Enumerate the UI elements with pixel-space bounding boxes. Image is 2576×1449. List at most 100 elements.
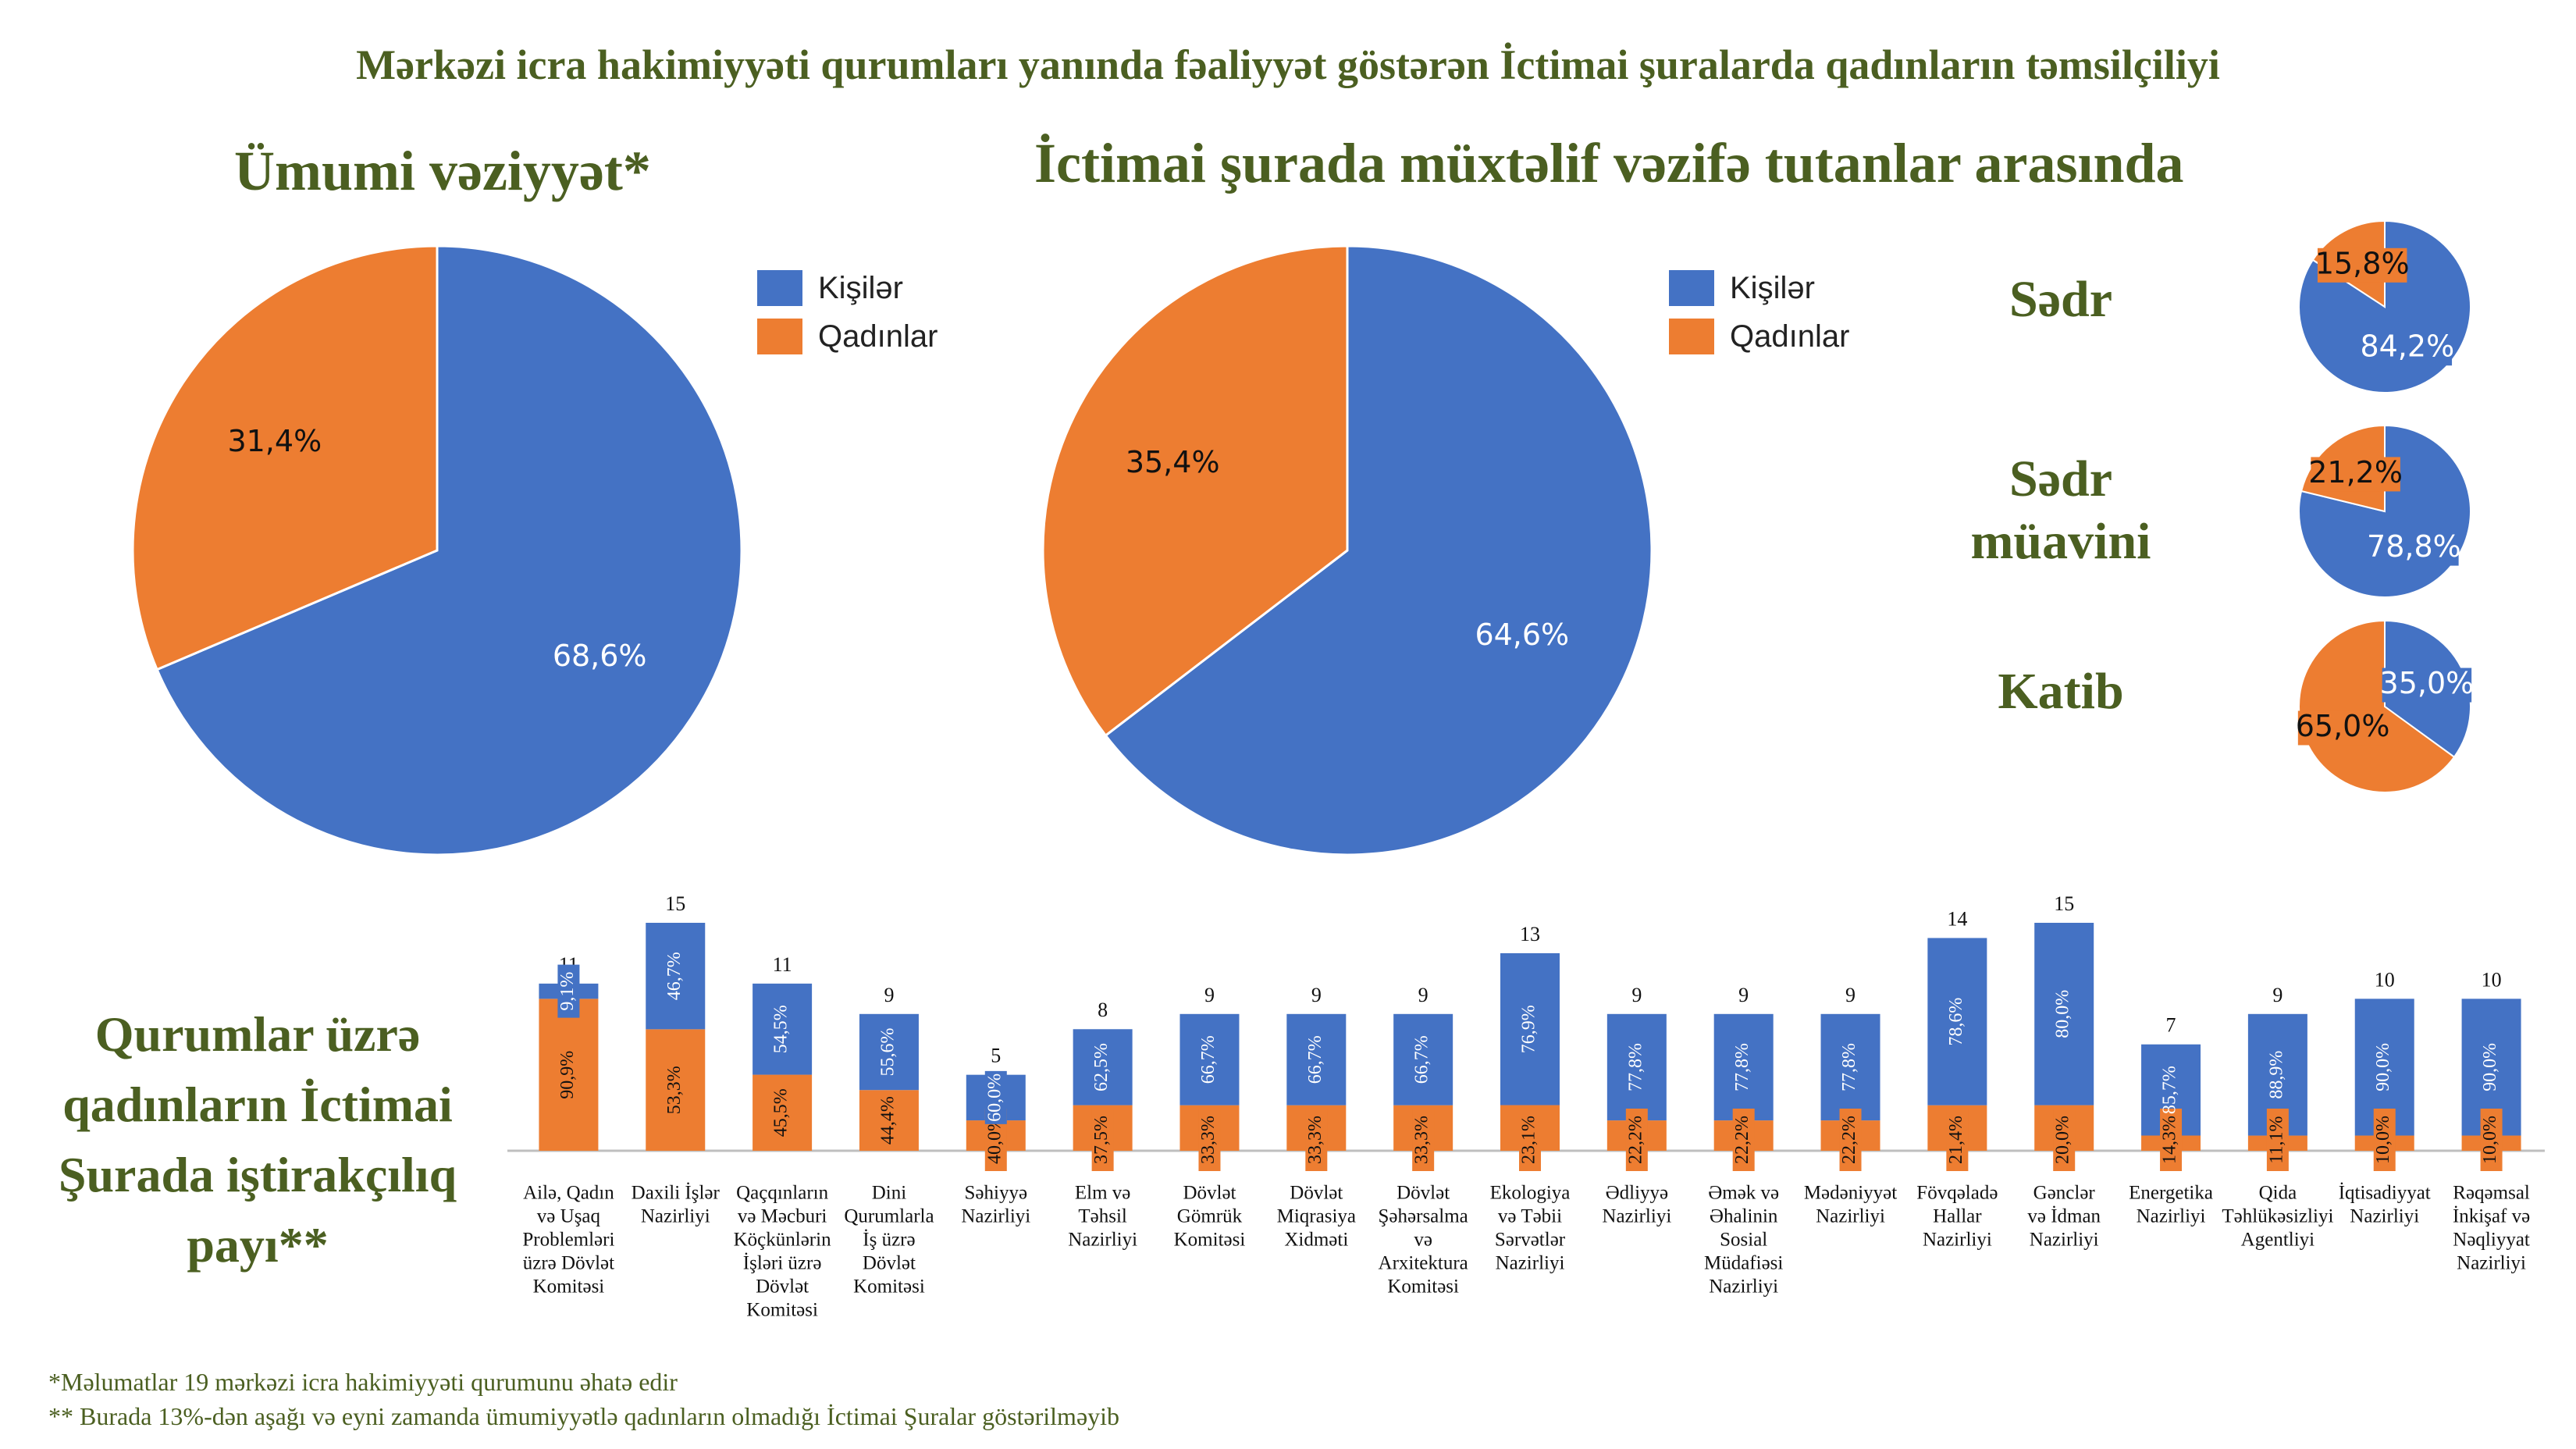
pie-sedr-muavini: 78,8% 21,2% xyxy=(2298,424,2471,598)
bar-women-label-box xyxy=(1412,1109,1435,1171)
role-label-katib: Katib xyxy=(1998,663,2124,720)
bar-men xyxy=(1927,938,1987,1105)
pie-sedr: 84,2% 15,8% xyxy=(2298,219,2471,393)
category-label-line: Səhiyyə xyxy=(965,1183,1028,1204)
positions-heading: İctimai şurada müxtəlif vəzifə tutanlar … xyxy=(1034,132,2184,194)
category-label-line: Gənclər xyxy=(2033,1183,2096,1204)
category-label-line: Rəqəmsal xyxy=(2453,1183,2530,1204)
bar-women xyxy=(539,999,599,1151)
bar-women-label: 33,3% xyxy=(1305,1116,1325,1164)
category-label-line: Mədəniyyət xyxy=(1804,1183,1897,1204)
category-label-line: Komitəsi xyxy=(746,1300,818,1321)
bar-men-label: 88,9% xyxy=(2266,1051,2286,1099)
bar-men-label: 85,7% xyxy=(2160,1066,2180,1114)
bar-total-label: 7 xyxy=(2166,1014,2176,1037)
bar-men xyxy=(1393,1013,1453,1105)
bar-men xyxy=(2034,923,2094,1105)
bar-total-label: 9 xyxy=(1418,984,1429,1006)
bar-total-label: 9 xyxy=(1204,984,1215,1006)
pie-label-box xyxy=(2297,710,2388,746)
category-label-line: Elm və xyxy=(1075,1183,1131,1204)
bar-men xyxy=(1713,1013,1774,1121)
category-label-line: Nazirliyi xyxy=(2350,1206,2419,1227)
bar-total-label: 9 xyxy=(1845,984,1856,1006)
bar-men xyxy=(753,983,813,1075)
category-label-line: Nazirliyi xyxy=(1602,1206,1671,1227)
footnote-1: *Məlumatlar 19 mərkəzi icra hakimiyyəti … xyxy=(48,1368,678,1396)
bar-total-label: 13 xyxy=(1520,923,1540,945)
bar-men-label: 77,8% xyxy=(1839,1043,1859,1091)
category-label-line: Sərvətlər xyxy=(1495,1230,1566,1251)
category-label-line: Sosial xyxy=(1720,1230,1767,1251)
bar-men-label: 76,9% xyxy=(1519,1005,1539,1053)
pie-label-women: 35,4% xyxy=(1126,445,1220,479)
legend-label-men: Kişilər xyxy=(818,270,903,305)
role-label-sedr: Sədr xyxy=(2009,271,2112,328)
category-label-line: Nazirliyi xyxy=(2030,1230,2099,1251)
women-swatch-icon xyxy=(757,319,802,354)
bar-men xyxy=(859,1013,919,1091)
bar-women-label: 44,4% xyxy=(877,1096,898,1145)
pie-label-women: 21,2% xyxy=(2308,455,2403,490)
legend-label-women: Qadınlar xyxy=(1730,319,1850,354)
bar-men xyxy=(1820,1013,1880,1121)
men-swatch-icon xyxy=(1669,270,1714,306)
bar-total-label: 9 xyxy=(1631,984,1642,1006)
category-label-line: Qida xyxy=(2259,1183,2297,1204)
bar-women-label: 22,2% xyxy=(1625,1116,1646,1164)
category-label-line: Komitəsi xyxy=(1174,1230,1246,1251)
pie-label-men: 64,6% xyxy=(1475,618,1569,652)
pie-label-box xyxy=(2311,457,2400,492)
legend-item-women: Qadınlar xyxy=(757,312,938,361)
bar-men-label: 78,6% xyxy=(1946,998,1966,1046)
legend-label-women: Qadınlar xyxy=(818,319,938,354)
category-label-line: Problemləri xyxy=(522,1230,614,1251)
category-label-line: Dövlət xyxy=(1183,1183,1236,1204)
category-label-line: Qaçqınların xyxy=(736,1183,829,1204)
bar-women-label-box xyxy=(2266,1109,2289,1171)
page-title: Mərkəzi icra hakimiyyəti qurumları yanın… xyxy=(356,41,2220,88)
category-label-line: Nazirliyi xyxy=(1496,1253,1565,1274)
bar-men-label-box xyxy=(984,1070,1007,1124)
bar-women-label: 22,2% xyxy=(1732,1116,1752,1164)
bar-men-label: 9,1% xyxy=(557,972,578,1011)
pie-slice-women xyxy=(131,244,439,671)
bar-men-label-box xyxy=(557,964,580,1018)
bar-total-label: 9 xyxy=(1738,984,1749,1006)
pie-katib: 35,0% 65,0% xyxy=(2296,619,2475,793)
category-label-line: və Məcburi xyxy=(738,1206,827,1227)
pie-label-men: 35,0% xyxy=(2380,666,2475,700)
category-label-line: Energetika xyxy=(2129,1183,2213,1204)
bar-men-label: 62,5% xyxy=(1091,1043,1112,1091)
bar-men-label: 90,0% xyxy=(2480,1043,2500,1091)
pie-label-men: 84,2% xyxy=(2360,329,2454,364)
pie-slice-women xyxy=(2297,619,2456,793)
overall-legend: Kişilər Qadınlar xyxy=(757,264,938,361)
category-label-line: Daxili İşlər xyxy=(632,1183,720,1204)
category-label-line: Gömrük xyxy=(1177,1206,1243,1227)
bar-men-label: 46,7% xyxy=(664,952,685,1000)
category-label-line: və xyxy=(1414,1230,1432,1251)
bar-women-label: 20,0% xyxy=(2053,1116,2073,1164)
category-label-line: Nazirliyi xyxy=(1068,1230,1137,1251)
category-label-line: Dini xyxy=(872,1183,907,1204)
bar-women-label-box xyxy=(1625,1109,1648,1171)
bar-women-label: 23,1% xyxy=(1519,1116,1539,1164)
pie-slice-men xyxy=(155,244,743,856)
category-label-line: İşləri üzrə xyxy=(743,1253,822,1274)
bar-women-label-box xyxy=(2053,1109,2076,1171)
bar-total-label: 10 xyxy=(2375,968,2395,991)
category-label-line: Hallar xyxy=(1933,1206,1982,1227)
bar-women-label: 10,0% xyxy=(2373,1116,2393,1164)
category-label-line: Nazirliyi xyxy=(1923,1230,1992,1251)
category-label-line: Təhlükəsizliyi xyxy=(2222,1206,2333,1227)
bar-women-label: 53,3% xyxy=(664,1066,685,1114)
bar-total-label: 9 xyxy=(1311,984,1322,1006)
category-label-line: Köçkünlərin xyxy=(734,1230,831,1251)
bar-men-label: 66,7% xyxy=(1198,1035,1219,1084)
bar-total-label: 15 xyxy=(665,892,685,915)
bar-women-label: 45,5% xyxy=(771,1088,792,1137)
category-label-line: üzrə Dövlət xyxy=(523,1253,614,1274)
